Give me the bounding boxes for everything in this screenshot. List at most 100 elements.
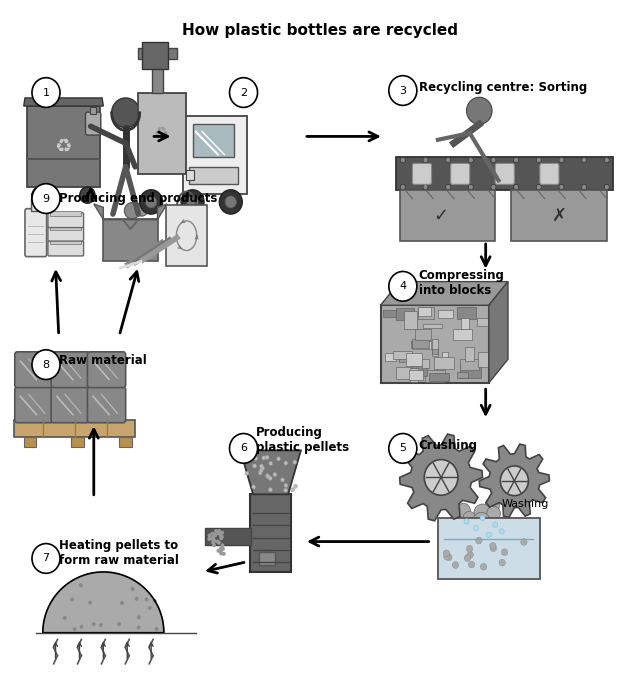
Circle shape <box>266 475 270 479</box>
Circle shape <box>604 157 609 163</box>
Circle shape <box>135 597 139 601</box>
FancyBboxPatch shape <box>392 351 412 359</box>
Circle shape <box>252 485 255 489</box>
Circle shape <box>187 196 198 208</box>
Circle shape <box>491 157 496 163</box>
Circle shape <box>148 606 152 610</box>
FancyBboxPatch shape <box>412 341 425 348</box>
FancyBboxPatch shape <box>415 329 431 340</box>
Circle shape <box>219 546 223 551</box>
FancyBboxPatch shape <box>438 310 453 318</box>
Circle shape <box>220 531 224 535</box>
Circle shape <box>559 157 564 163</box>
Text: 8: 8 <box>42 359 49 370</box>
Text: 2: 2 <box>240 87 247 98</box>
Circle shape <box>501 549 508 555</box>
Circle shape <box>582 184 587 190</box>
FancyBboxPatch shape <box>396 157 613 191</box>
Circle shape <box>471 523 483 536</box>
FancyBboxPatch shape <box>411 366 427 376</box>
FancyBboxPatch shape <box>404 311 417 329</box>
Polygon shape <box>94 204 103 220</box>
Circle shape <box>273 473 276 477</box>
FancyBboxPatch shape <box>425 370 445 382</box>
FancyBboxPatch shape <box>51 240 81 245</box>
Circle shape <box>266 474 269 478</box>
Circle shape <box>245 471 249 475</box>
Circle shape <box>604 184 609 190</box>
Circle shape <box>99 623 103 627</box>
FancyBboxPatch shape <box>409 370 424 380</box>
Circle shape <box>477 523 488 536</box>
Circle shape <box>211 540 215 544</box>
Circle shape <box>213 533 217 537</box>
Circle shape <box>467 545 473 552</box>
FancyBboxPatch shape <box>51 225 81 230</box>
FancyBboxPatch shape <box>465 347 474 361</box>
Circle shape <box>536 184 541 190</box>
Circle shape <box>468 561 475 568</box>
Circle shape <box>207 537 211 541</box>
Circle shape <box>211 532 214 536</box>
Circle shape <box>559 184 564 190</box>
Circle shape <box>445 554 452 561</box>
Circle shape <box>452 561 459 568</box>
FancyBboxPatch shape <box>433 339 438 356</box>
Circle shape <box>269 487 273 492</box>
Circle shape <box>135 203 148 216</box>
Circle shape <box>262 456 266 460</box>
FancyBboxPatch shape <box>511 191 607 241</box>
Circle shape <box>220 536 223 540</box>
FancyBboxPatch shape <box>31 199 40 211</box>
Circle shape <box>216 531 220 535</box>
FancyBboxPatch shape <box>51 212 81 216</box>
FancyBboxPatch shape <box>412 339 429 348</box>
Circle shape <box>219 549 223 553</box>
Circle shape <box>268 476 272 480</box>
Circle shape <box>259 468 263 473</box>
Circle shape <box>481 563 487 570</box>
Text: 3: 3 <box>399 85 406 96</box>
FancyBboxPatch shape <box>381 305 489 383</box>
Circle shape <box>32 184 60 214</box>
Circle shape <box>155 627 159 631</box>
Circle shape <box>457 503 470 517</box>
Circle shape <box>120 601 124 605</box>
FancyBboxPatch shape <box>406 353 422 366</box>
FancyBboxPatch shape <box>457 372 468 378</box>
FancyBboxPatch shape <box>419 306 431 317</box>
Circle shape <box>212 543 216 547</box>
Circle shape <box>521 538 527 545</box>
Circle shape <box>70 597 74 601</box>
Circle shape <box>212 536 215 540</box>
Circle shape <box>493 522 498 527</box>
Circle shape <box>389 271 417 301</box>
Circle shape <box>230 78 257 107</box>
Polygon shape <box>489 281 508 383</box>
Circle shape <box>211 535 215 539</box>
Text: Raw material: Raw material <box>59 354 147 367</box>
Circle shape <box>284 483 288 487</box>
Circle shape <box>32 78 60 107</box>
FancyBboxPatch shape <box>396 367 415 379</box>
Circle shape <box>214 533 218 537</box>
Circle shape <box>246 458 250 462</box>
FancyBboxPatch shape <box>422 359 429 368</box>
Text: Washing: Washing <box>502 500 549 509</box>
Circle shape <box>280 478 284 482</box>
Circle shape <box>216 540 220 544</box>
FancyBboxPatch shape <box>442 353 448 361</box>
Circle shape <box>153 599 157 603</box>
Circle shape <box>32 544 60 574</box>
Circle shape <box>500 466 529 496</box>
FancyBboxPatch shape <box>423 323 442 327</box>
Polygon shape <box>479 444 549 517</box>
FancyBboxPatch shape <box>141 42 168 69</box>
FancyBboxPatch shape <box>15 387 53 422</box>
Circle shape <box>513 184 518 190</box>
FancyBboxPatch shape <box>399 191 495 241</box>
Circle shape <box>467 551 474 558</box>
FancyBboxPatch shape <box>86 112 100 135</box>
Circle shape <box>293 460 297 464</box>
Text: Producing end products: Producing end products <box>59 192 217 205</box>
